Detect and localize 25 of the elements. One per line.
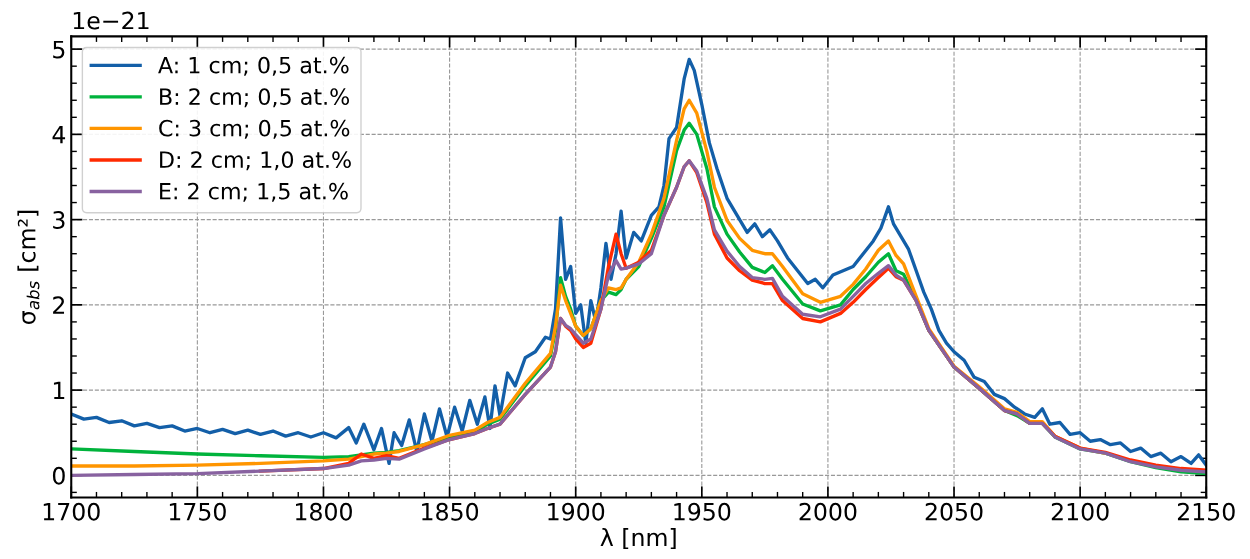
legend-label: C: 3 cm; 0,5 at.% <box>159 119 350 139</box>
x-tick-label: 1800 <box>296 502 352 521</box>
x-axis-title: λ [nm] <box>600 528 676 550</box>
legend-label: A: 1 cm; 0,5 at.% <box>158 56 349 76</box>
x-tick-label: 1700 <box>43 502 100 521</box>
text: 1e−21 <box>73 11 149 30</box>
y-tick-label: 1 <box>53 381 65 400</box>
y-tick-label: 5 <box>53 40 65 59</box>
legend-label: E: 2 cm; 1,5 at.% <box>160 182 348 202</box>
y-tick-label: 3 <box>53 211 65 229</box>
x-tick-label: 2000 <box>799 502 857 521</box>
y-tick-label: 2 <box>53 296 65 314</box>
legend-label: D: 2 cm; 1,0 at.% <box>160 151 351 171</box>
x-tick-label: 1850 <box>422 502 479 521</box>
legend-label: B: 2 cm; 0,5 at.% <box>160 88 350 108</box>
x-tick-label: 2050 <box>925 502 983 521</box>
y-tick-label: 0 <box>52 466 65 485</box>
x-tick-label: 1750 <box>169 502 226 521</box>
x-tick-label: 2150 <box>1177 502 1235 521</box>
y-tick-label: 4 <box>52 126 66 144</box>
x-tick-label: 1950 <box>674 502 731 521</box>
y-axis-title: σ$_{abs}$ [cm²] <box>17 210 40 324</box>
x-tick-label: 2100 <box>1051 502 1109 521</box>
line-series <box>71 57 1207 467</box>
x-tick-label: 1900 <box>548 502 605 521</box>
